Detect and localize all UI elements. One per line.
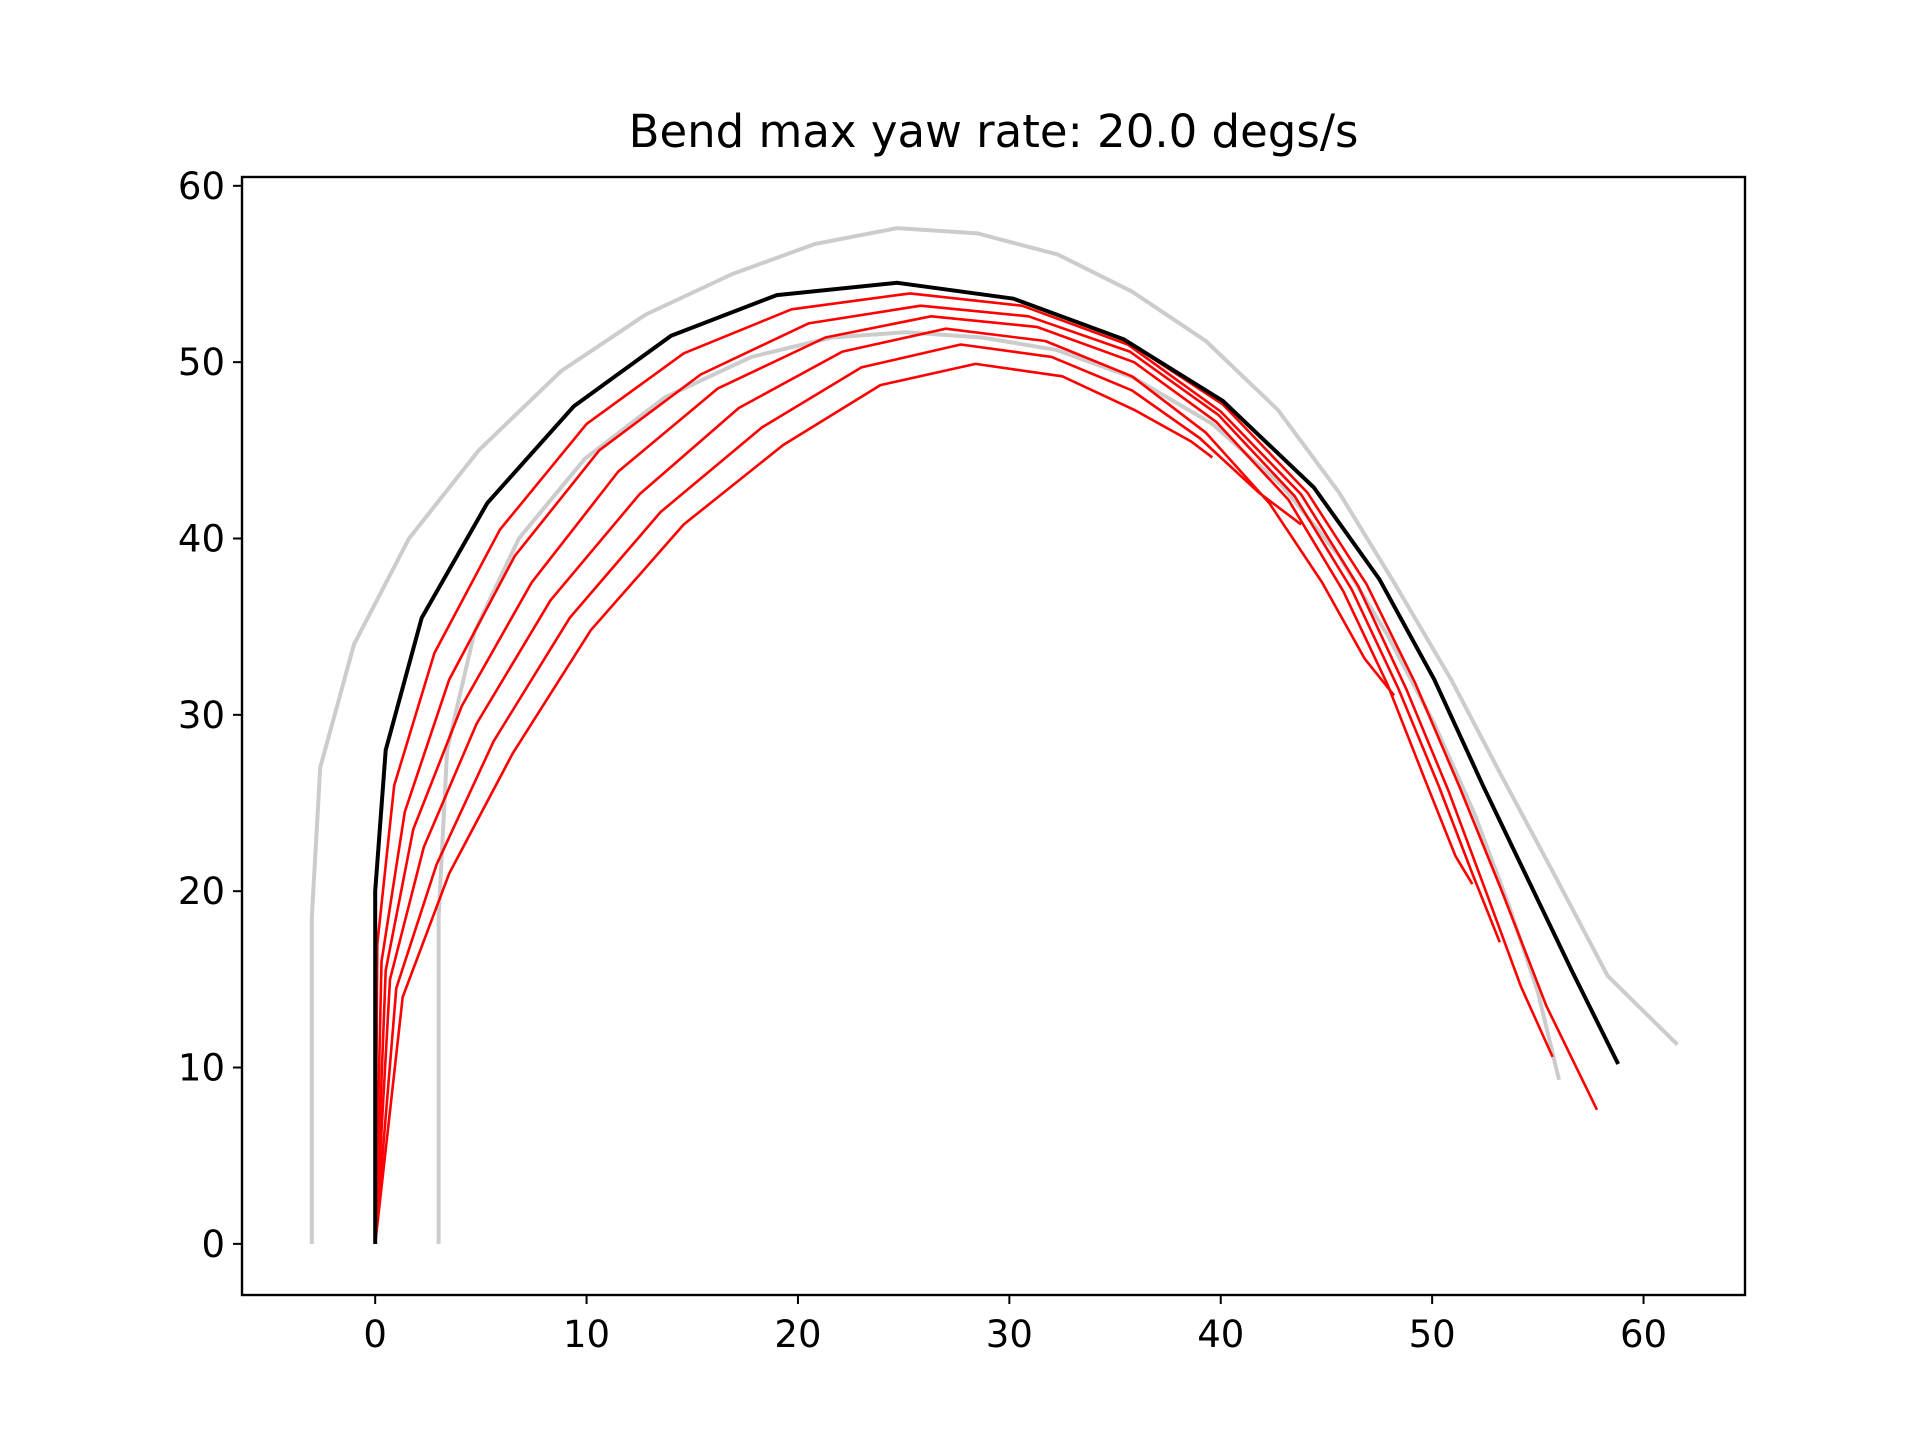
x-tick-label: 40 <box>1197 1313 1244 1356</box>
x-axis: 0 10 20 30 40 50 60 <box>363 1295 1667 1356</box>
series-layer <box>309 226 1679 1245</box>
x-tick-label: 20 <box>774 1313 821 1356</box>
y-axis: 0 10 20 30 40 50 60 <box>178 165 242 1266</box>
y-tick-label: 30 <box>178 694 225 737</box>
trajectory-line-5 <box>373 327 1396 1244</box>
chart-title: Bend max yaw rate: 20.0 degs/s <box>629 105 1359 158</box>
y-tick-label: 40 <box>178 517 225 560</box>
trajectory-line-6 <box>373 343 1302 1245</box>
trajectory-line-7 <box>373 362 1214 1245</box>
plot-frame <box>240 175 1747 1297</box>
y-tick-label: 0 <box>201 1223 225 1266</box>
x-tick-label: 60 <box>1620 1313 1667 1356</box>
reference-path-line <box>373 280 1620 1244</box>
road-boundary-line-2 <box>436 330 1561 1244</box>
y-tick-label: 10 <box>178 1047 225 1090</box>
x-tick-label: 50 <box>1409 1313 1456 1356</box>
y-tick-label: 20 <box>178 870 225 913</box>
x-tick-label: 0 <box>363 1313 387 1356</box>
y-tick-label: 60 <box>178 165 225 208</box>
y-tick-label: 50 <box>178 341 225 384</box>
road-boundary-line-1 <box>309 226 1679 1244</box>
x-tick-label: 10 <box>563 1313 610 1356</box>
trajectory-line-3 <box>373 304 1502 1244</box>
trajectory-line-4 <box>373 314 1474 1244</box>
x-tick-label: 30 <box>986 1313 1033 1356</box>
trajectory-line-2 <box>373 292 1554 1244</box>
